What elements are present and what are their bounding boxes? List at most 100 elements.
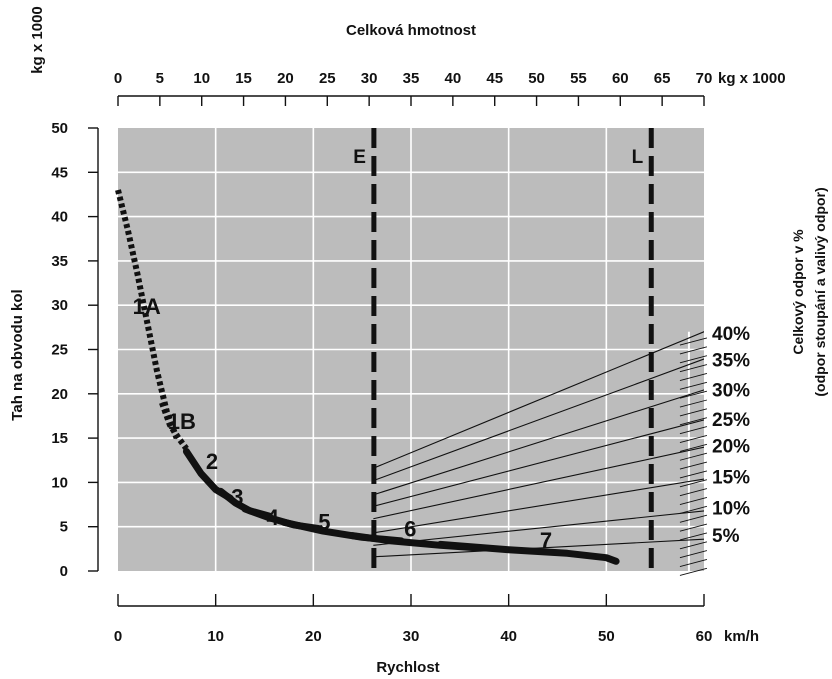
series-label: 4 (266, 505, 279, 530)
hatch-mark (679, 559, 708, 568)
top-axis-tick-label: 55 (570, 70, 587, 87)
left-axis-tick-label: 10 (51, 474, 68, 491)
reference-label: E (353, 147, 366, 168)
resistance-line (373, 358, 704, 482)
reference-lines (371, 128, 654, 571)
resistance-line (373, 331, 704, 469)
left-axis-tick-label: 30 (51, 297, 68, 314)
hatch-mark (679, 408, 708, 417)
resistance-label: 40% (712, 324, 750, 345)
resistance-line (373, 446, 704, 520)
resistance-label: 5% (712, 526, 740, 547)
top-axis-tick-label: 50 (528, 70, 545, 87)
series-label: 3 (231, 485, 243, 510)
hatch-mark (679, 390, 708, 399)
resistance-label: 35% (712, 351, 750, 372)
left-axis-tick-label: 0 (60, 563, 68, 580)
top-axis-unit: kg x 1000 (718, 70, 786, 87)
resistance-line (373, 419, 704, 507)
hatch-mark (679, 470, 708, 479)
top-axis-tick-label: 25 (319, 70, 336, 87)
right-axis-label-line1: Celkový odpor v % (790, 229, 806, 355)
series-label: 1B (168, 409, 196, 434)
hatch-mark (679, 346, 708, 355)
hatch-mark (679, 364, 708, 373)
bottom-axis-tick-label: 10 (207, 628, 224, 645)
bottom-axis: 0 10 20 30 40 50 60 (114, 594, 712, 645)
right-axis-label-line2: (odpor stoupání a valivý odpor) (812, 187, 828, 396)
left-axis-tick-label: 40 (51, 209, 68, 226)
top-axis-tick-label: 20 (277, 70, 294, 87)
hatch-mark (679, 381, 708, 390)
resistance-line (373, 510, 704, 546)
hatch-mark (679, 567, 708, 576)
left-axis-tick-label: 50 (51, 120, 68, 137)
bottom-axis-tick-label: 40 (500, 628, 517, 645)
hatch-mark (679, 399, 708, 408)
bottom-axis-label: Rychlost (376, 659, 439, 676)
series-label: 5 (318, 509, 330, 534)
hatch-mark (679, 550, 708, 559)
hatch-mark (679, 479, 708, 488)
resistance-label: 10% (712, 499, 750, 520)
bottom-axis-unit: km/h (724, 628, 759, 645)
resistance-line (373, 538, 704, 558)
left-axis: 0 5 10 15 20 25 30 35 40 45 50 (51, 120, 99, 580)
resistance-line (373, 478, 704, 534)
top-axis-tick-label: 70 (696, 70, 713, 87)
top-axis-tick-label: 15 (235, 70, 252, 87)
top-axis-tick-label: 10 (193, 70, 210, 87)
hatch-mark (679, 452, 708, 461)
top-axis-tick-label: 0 (114, 70, 122, 87)
hatch-mark (679, 355, 708, 364)
series-label: 1A (133, 294, 161, 319)
hatch-mark (679, 443, 708, 452)
hatch-mark (679, 514, 708, 523)
hatch-mark (679, 497, 708, 505)
left-axis-label: Tah na obvodu kol (9, 289, 26, 420)
top-axis-tick-label: 5 (156, 70, 164, 87)
series-label: 7 (540, 528, 552, 553)
bottom-axis-tick-label: 50 (598, 628, 615, 645)
series-label: 2 (206, 449, 218, 474)
resistance-label: 30% (712, 381, 750, 402)
hatch-mark (679, 461, 708, 470)
series-curve (436, 540, 620, 565)
top-axis-tick-label: 45 (486, 70, 503, 87)
chart-labels: 40% 35% 30% 25% 20% 15% 10% 5% E L 1A 1B 234 5 6 7 (133, 147, 750, 553)
hatch-mark (679, 523, 708, 532)
left-axis-tick-label: 35 (51, 253, 68, 270)
series-label: 6 (404, 516, 416, 541)
series-curves (115, 189, 620, 565)
resistance-label: 25% (712, 410, 750, 431)
series-curve (159, 401, 189, 451)
hatch-mark (679, 505, 708, 514)
plot-area (115, 128, 708, 576)
left-axis-tick-label: 15 (51, 430, 68, 447)
left-axis-tick-label: 20 (51, 386, 68, 403)
top-axis: 0 5 10 15 20 25 30 35 40 45 50 55 60 65 70 (114, 70, 713, 106)
hatch-mark (679, 532, 708, 541)
left-axis-tick-label: 45 (51, 164, 68, 181)
bottom-axis-tick-label: 0 (114, 628, 122, 645)
resistance-label: 15% (712, 468, 750, 489)
hatch-mark (679, 417, 708, 426)
hatch-mark (679, 541, 708, 550)
grid (118, 128, 704, 571)
resistance-line (373, 389, 704, 496)
hatch-mark (679, 372, 708, 381)
hatch-marks (679, 331, 708, 576)
resistance-lines (373, 331, 704, 558)
top-axis-tick-label: 30 (361, 70, 378, 87)
hatch-mark (679, 488, 708, 497)
left-axis-tick-label: 25 (51, 342, 68, 359)
reference-label: L (632, 147, 644, 168)
hatch-mark (679, 337, 708, 346)
bottom-axis-tick-label: 30 (403, 628, 420, 645)
bottom-axis-tick-label: 20 (305, 628, 322, 645)
hatch-mark (679, 435, 708, 443)
left-axis-unit: kg x 1000 (29, 6, 46, 74)
top-axis-label: Celková hmotnost (346, 22, 476, 39)
top-axis-tick-label: 65 (654, 70, 671, 87)
